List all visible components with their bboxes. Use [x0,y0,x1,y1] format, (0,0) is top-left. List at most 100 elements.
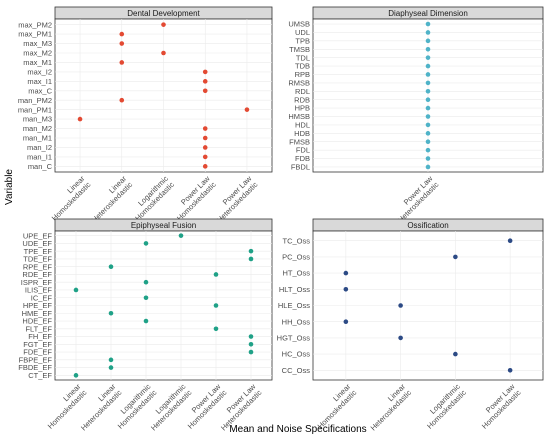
data-point [202,69,208,75]
y-tick-label: HME_EF [22,309,53,318]
y-tick-label: FBDE_EF [18,363,52,372]
y-tick-label: FDL [296,146,310,155]
y-tick-label: man_I2 [27,143,52,152]
y-tick-label: PC_Oss [282,253,310,262]
panel-epiphyseal-fusion: Epiphyseal Fusion UPE_EFUDE_EFTPE_EFTDE_E… [18,218,273,432]
data-point [507,367,513,373]
y-tick-label: HLE_Oss [278,301,310,310]
x-tick-label: LinearHeteroskedastic [363,382,414,433]
data-point [213,272,219,277]
data-point [425,105,431,111]
data-point [507,238,513,244]
panel-ossification: Ossification TC_Oss PC_Oss HT_Oss HLT_Oss HLE… [277,218,544,433]
y-tick-label: max_M3 [23,39,52,48]
panel-title: Epiphyseal Fusion [131,221,196,230]
panel-title: Diaphyseal Dimension [388,9,468,18]
data-point [77,116,83,122]
x-tick-label: LinearHomoskedastic [44,174,93,223]
y-tick-label: TC_Oss [282,236,310,245]
y-tick-label: CT_EF [28,371,52,380]
y-tick-label: TDL [296,53,310,62]
y-tick-label: FDB [295,154,310,163]
data-point [119,97,125,103]
y-tick-label: UMSB [288,20,310,29]
panel-dental-development: Dental Development max_PM2max_PM1max_M3ma… [18,6,273,225]
data-point [425,164,431,170]
data-point [108,365,114,370]
y-tick-label: RPE_EF [23,262,53,271]
data-point [343,270,349,276]
data-point [453,254,458,260]
y-tick-label: ILIS_EF [25,286,53,295]
data-point [425,46,431,52]
y-tick-label: UDL [295,28,310,37]
y-tick-label: max_PM1 [18,30,52,39]
y-tick-label: man_M1 [23,134,52,143]
data-point [108,310,114,316]
x-tick-label: LogarithmicHomoskedastic [419,382,468,431]
data-point [343,287,349,292]
y-tick-label: TPB [295,36,310,45]
data-point [425,21,431,27]
data-point [213,303,219,308]
y-tick-label: FGT_EF [23,340,52,349]
data-point [108,264,114,269]
y-tick-label: HDB [294,129,310,138]
y-tick-label: UDE_EF [22,239,52,248]
x-tick-label: LinearHeteroskedastic [84,174,135,225]
data-point [398,303,403,308]
y-tick-label: RDE_EF [22,270,52,279]
y-tick-label: HC_Oss [282,350,311,359]
data-point [143,318,149,324]
data-point [248,256,254,262]
y-tick-label: HDL [295,121,310,130]
data-point [108,357,114,363]
data-point [202,145,208,150]
data-point [73,287,79,293]
data-point [143,279,149,285]
y-tick-label: FDE_EF [23,348,52,357]
facet-panels: Dental Development max_PM2max_PM1max_M3ma… [18,6,544,433]
y-tick-label: ISPR_EF [21,278,53,287]
y-tick-label: man_I1 [27,152,52,161]
data-point [425,122,431,128]
y-tick-label: FBDL [291,163,310,172]
y-tick-label: max_C [28,86,52,95]
data-point [425,55,431,60]
data-point [248,248,254,254]
y-tick-label: max_PM2 [18,20,52,29]
y-tick-label: HPE_EF [23,301,53,310]
data-point [244,107,250,112]
panel-title: Dental Development [127,9,200,18]
data-point [425,139,431,145]
data-point [202,126,208,131]
y-tick-label: TDE_EF [23,255,52,264]
data-point [143,295,149,301]
x-tick-label: LogarithmicHomoskedastic [127,174,176,223]
y-tick-label: max_M2 [23,49,52,58]
y-tick-label: FMSB [289,137,310,146]
data-point [202,164,208,169]
data-point [343,319,349,324]
data-point [248,334,254,339]
data-point [398,335,403,341]
y-tick-label: CC_Oss [282,366,311,375]
y-tick-label: RMSB [288,78,310,87]
y-tick-label: HH_Oss [282,317,311,326]
data-point [425,147,431,153]
y-tick-label: TDB [295,62,310,71]
data-point [161,50,166,56]
y-axis-title: Variable [4,169,15,205]
data-point [248,349,254,355]
x-tick-label: Power LawHomoskedastic [169,174,218,223]
y-tick-label: man_PM1 [18,105,52,114]
data-point [213,326,219,332]
y-tick-label: max_I1 [27,77,52,86]
data-point [202,154,208,160]
data-point [119,41,125,46]
x-tick-label: Power LawHeteroskedastic [390,174,441,225]
y-tick-label: IC_EF [31,293,53,302]
y-tick-label: max_I2 [27,67,52,76]
data-point [202,135,208,141]
